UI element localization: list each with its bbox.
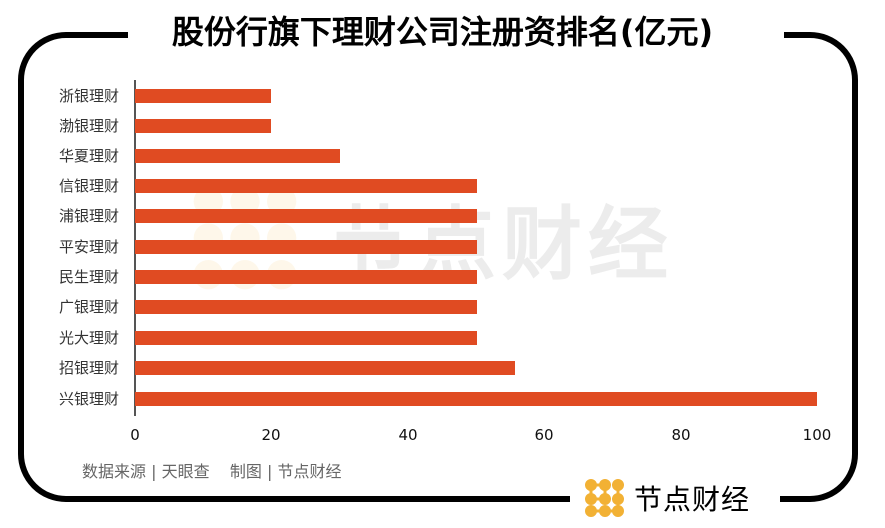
x-tick-label: 20 [261,426,281,444]
title-background [128,10,784,60]
bar [135,392,817,406]
brand-name: 节点财经 [634,483,751,516]
bar [135,179,477,193]
category-label: 民生理财 [58,268,119,286]
bar-row: 平安理财 [0,232,885,262]
category-label: 光大理财 [58,329,119,347]
bar [135,361,515,375]
category-label: 信银理财 [58,177,119,195]
bar [135,119,271,133]
x-tick-label: 40 [398,426,418,444]
source-note: 数据来源 | 天眼查 制图 | 节点财经 [82,462,342,481]
category-label: 浦银理财 [58,207,119,225]
bar-row: 渤银理财 [0,111,885,141]
brand-logo: 节点财经 [584,478,750,518]
bar-row: 光大理财 [0,323,885,353]
bar [135,209,477,223]
bar-row: 民生理财 [0,262,885,292]
category-label: 招银理财 [58,359,119,377]
bar-row: 浙银理财 [0,81,885,111]
category-label: 广银理财 [58,298,119,316]
category-label: 渤银理财 [58,117,119,135]
bar [135,300,477,314]
x-tick-label: 60 [534,426,554,444]
y-axis-line [134,80,136,416]
bar-row: 浦银理财 [0,201,885,231]
category-label: 浙银理财 [58,87,119,105]
dots-grid-logo-icon [585,479,624,517]
bar [135,331,477,345]
bar-row: 广银理财 [0,292,885,322]
x-tick-label: 0 [130,426,140,444]
bar [135,149,340,163]
category-label: 平安理财 [58,238,119,256]
bar-row: 信银理财 [0,171,885,201]
bar [135,270,477,284]
category-label: 华夏理财 [58,147,119,165]
bar-row: 兴银理财 [0,384,885,414]
chart-title: 股份行旗下理财公司注册资排名(亿元) [171,13,714,51]
bar [135,89,271,103]
category-label: 兴银理财 [58,390,119,408]
bar-row: 华夏理财 [0,141,885,171]
x-tick-label: 100 [802,426,832,444]
bar-row: 招银理财 [0,353,885,383]
x-tick-label: 80 [671,426,691,444]
bar [135,240,477,254]
